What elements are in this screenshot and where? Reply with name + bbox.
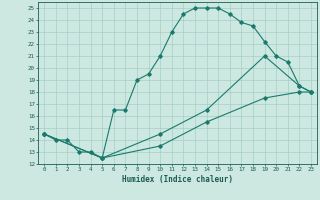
X-axis label: Humidex (Indice chaleur): Humidex (Indice chaleur) — [122, 175, 233, 184]
